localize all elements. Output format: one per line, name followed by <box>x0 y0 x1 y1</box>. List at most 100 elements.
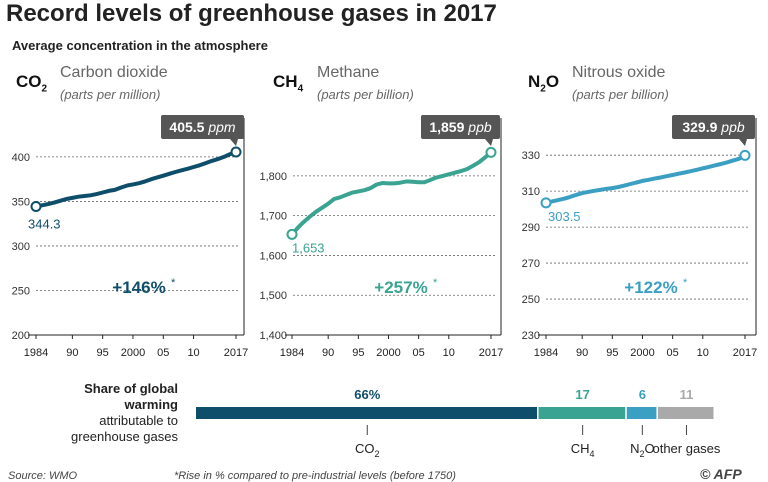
co2-ytick-label: 300 <box>12 241 30 253</box>
ch4-xtick-label: 2000 <box>376 347 400 359</box>
ch4-end-unit: ppb <box>467 119 492 135</box>
co2-callout-box <box>161 115 244 139</box>
co2-ytick-label: 250 <box>12 285 30 297</box>
co2-start-label: 344.3 <box>28 217 61 232</box>
ch4-unit: (parts per billion) <box>317 87 414 102</box>
share-gas-label-part: 2 <box>639 449 644 459</box>
share-segment-2 <box>626 407 657 419</box>
page-title: Record levels of greenhouse gases in 201… <box>6 0 497 27</box>
co2-callout-pointer <box>230 139 238 146</box>
co2-end-unit: ppm <box>207 119 236 135</box>
ch4-ytick-label: 1,400 <box>259 330 287 342</box>
ch4-end-value: 1,859 <box>429 119 468 135</box>
ch4-callout-pointer <box>485 139 493 146</box>
footnote-text: *Rise in % compared to pre-industrial le… <box>174 470 456 482</box>
ch4-xtick-label: 2017 <box>479 347 503 359</box>
co2-xtick-label: 2000 <box>121 347 145 359</box>
n2o-ytick-label: 310 <box>522 186 540 198</box>
share-gas-label-part: 4 <box>590 449 595 459</box>
n2o-change-label: +122% <box>624 278 677 297</box>
co2-ytick-label: 350 <box>12 196 30 208</box>
co2-unit: (parts per million) <box>60 87 161 102</box>
n2o-end-unit: ppb <box>720 119 745 135</box>
share-label-bold: Share of global warming <box>84 381 178 412</box>
share-gas-label-part: CH <box>571 441 590 456</box>
n2o-callout-pointer <box>739 139 747 146</box>
share-gas-label-3: other gases <box>652 441 720 456</box>
co2-name: Carbon dioxide <box>60 64 168 81</box>
ch4-callout-box <box>421 115 500 139</box>
n2o-ytick-label: 290 <box>522 222 540 234</box>
share-value-3: 11 <box>680 387 694 402</box>
co2-xtick-label: 2017 <box>224 347 248 359</box>
n2o-xtick-label: 90 <box>576 347 588 359</box>
co2-ytick-label: 200 <box>12 330 30 342</box>
n2o-start-point <box>540 197 552 209</box>
share-value-1: 17 <box>575 387 589 402</box>
co2-xtick-label: 90 <box>66 347 78 359</box>
page-subtitle: Average concentration in the atmosphere <box>12 38 268 53</box>
n2o-unit: (parts per billion) <box>572 87 669 102</box>
n2o-change-star: * <box>683 277 688 289</box>
co2-xtick-label: 05 <box>157 347 169 359</box>
ch4-callout-text: 1,859 ppb <box>429 119 492 135</box>
co2-change-label: +146% <box>112 278 165 297</box>
n2o-callout-box <box>672 115 755 139</box>
n2o-end-value: 329.9 <box>682 119 721 135</box>
source-text: Source: WMO <box>8 470 78 482</box>
co2-end-value: 405.5 <box>169 119 208 135</box>
co2-xtick-label: 1984 <box>24 347 48 359</box>
n2o-start-label: 303.5 <box>548 209 581 224</box>
co2-change-star: * <box>171 277 176 289</box>
ch4-xtick-label: 10 <box>443 347 455 359</box>
share-value-0: 66% <box>354 387 380 402</box>
ch4-change-star: * <box>433 277 438 289</box>
n2o-ytick-label: 330 <box>522 150 540 162</box>
ch4-name: Methane <box>317 64 380 81</box>
ch4-start-point <box>286 228 298 240</box>
ch4-xtick-label: 05 <box>413 347 425 359</box>
n2o-end-point <box>739 149 751 161</box>
co2-end-point <box>230 146 242 158</box>
share-gas-label-part: N <box>630 441 639 456</box>
n2o-name: Nitrous oxide <box>572 64 666 81</box>
n2o-ytick-label: 270 <box>522 258 540 270</box>
co2-xtick-label: 95 <box>97 347 109 359</box>
n2o-series-line <box>544 153 747 205</box>
ch4-xtick-label: 1984 <box>280 347 304 359</box>
ch4-end-point <box>485 146 497 158</box>
share-segment-1 <box>538 407 626 419</box>
n2o-xtick-label: 1984 <box>534 347 558 359</box>
n2o-formula: N2O <box>528 72 560 95</box>
share-segment-0 <box>196 407 538 419</box>
share-segment-3 <box>657 407 714 419</box>
co2-callout-text: 405.5 ppm <box>169 119 236 135</box>
share-label-rest: attributable to greenhouse gases <box>71 413 178 444</box>
co2-start-point <box>30 201 42 213</box>
share-label: Share of global warming attributable to … <box>60 381 178 445</box>
ch4-ytick-label: 1,800 <box>259 171 287 183</box>
co2-ytick-label: 400 <box>12 152 30 164</box>
share-gas-label-2: N2O <box>630 441 655 459</box>
share-gas-label-part: 2 <box>375 449 380 459</box>
co2-xtick-label: 10 <box>187 347 199 359</box>
ch4-xtick-label: 95 <box>352 347 364 359</box>
n2o-callout-text: 329.9 ppb <box>682 119 745 135</box>
ch4-ytick-label: 1,500 <box>259 290 287 302</box>
n2o-xtick-label: 2000 <box>630 347 654 359</box>
ch4-change-label: +257% <box>374 278 427 297</box>
n2o-xtick-label: 10 <box>697 347 709 359</box>
share-gas-label-0: CO2 <box>355 441 380 459</box>
n2o-xtick-label: 05 <box>667 347 679 359</box>
share-value-2: 6 <box>639 387 646 402</box>
ch4-ytick-label: 1,700 <box>259 211 287 223</box>
share-gas-label-1: CH4 <box>571 441 595 459</box>
afp-credit: © AFP <box>700 466 742 482</box>
ch4-formula: CH4 <box>273 72 304 95</box>
share-gas-label-part: CO <box>355 441 375 456</box>
co2-formula: CO2 <box>16 72 48 95</box>
co2-series-line <box>34 150 238 209</box>
ch4-xtick-label: 90 <box>322 347 334 359</box>
